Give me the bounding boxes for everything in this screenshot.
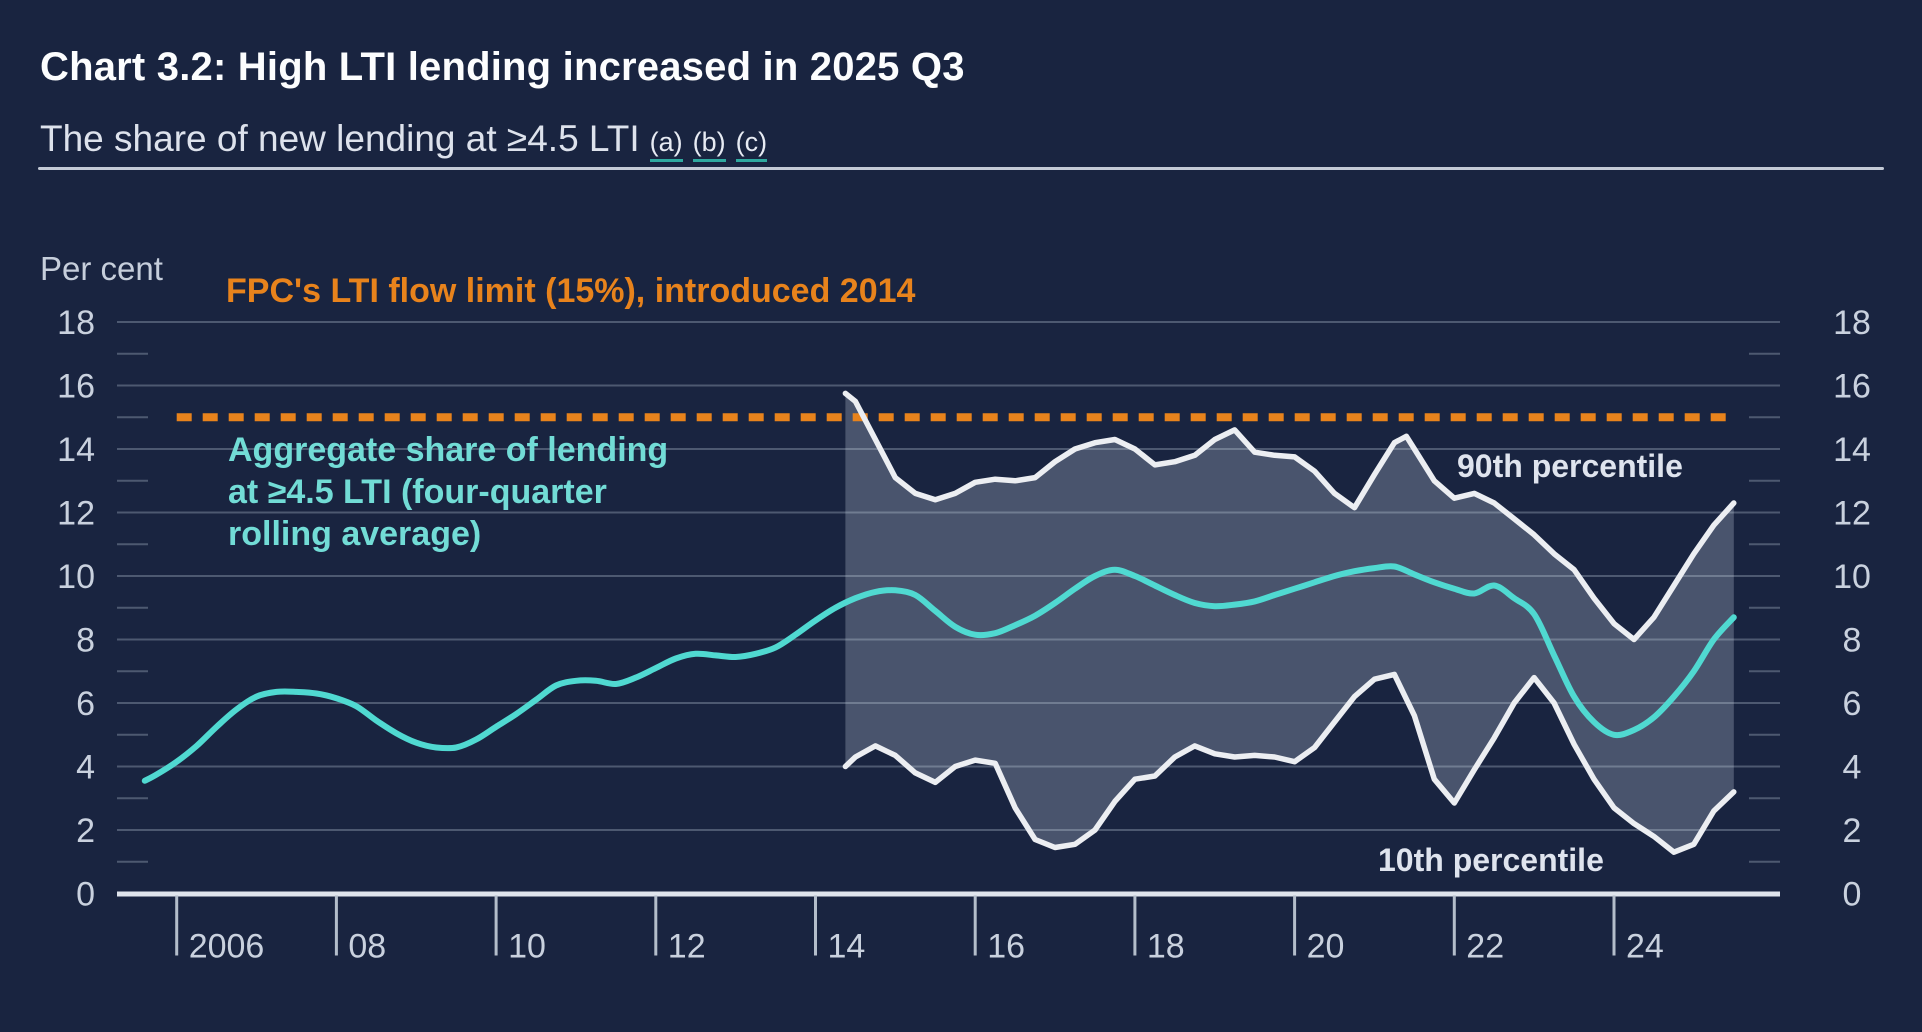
y-axis-unit-label: Per cent — [40, 250, 163, 287]
y-tick-label-right: 14 — [1833, 431, 1871, 469]
x-tick-label: 20 — [1307, 928, 1345, 966]
x-tick-label: 18 — [1147, 928, 1185, 966]
y-tick-label-right: 4 — [1843, 749, 1862, 787]
y-tick-label-left: 12 — [57, 495, 95, 533]
footnote-link-a[interactable]: (a) — [649, 127, 683, 162]
y-tick-label-left: 8 — [76, 622, 95, 660]
footnote-link-c[interactable]: (c) — [735, 127, 768, 162]
x-tick-label: 2006 — [189, 928, 265, 966]
y-tick-label-left: 2 — [76, 812, 95, 850]
x-tick-label: 14 — [828, 928, 866, 966]
footnote-link-b[interactable]: (b) — [692, 127, 726, 162]
y-tick-label-left: 4 — [76, 749, 95, 787]
header-divider — [38, 167, 1884, 170]
y-axis-labels: 0 0 2 2 4 4 6 6 8 8 10 10 12 12 14 14 16 16 18 18 — [57, 304, 1871, 914]
p10-series-label: 10th percentile — [1378, 842, 1604, 878]
x-axis: 2006 08 10 12 14 16 18 20 22 24 — [117, 891, 1780, 966]
x-tick-label: 16 — [987, 928, 1025, 966]
p10-line — [842, 671, 1737, 855]
aggregate-series-label: Aggregate share of lending at ≥4.5 LTI (… — [228, 431, 669, 553]
x-tick-label: 22 — [1466, 928, 1504, 966]
p90-line — [842, 390, 1737, 643]
y-tick-label-left: 10 — [57, 558, 95, 596]
x-tick-label: 08 — [348, 928, 386, 966]
fpc-limit-label: FPC's LTI flow limit (15%), introduced 2… — [226, 272, 916, 310]
y-tick-label-right: 10 — [1833, 558, 1871, 596]
p90-series-label: 90th percentile — [1457, 448, 1683, 484]
aggregate-line — [141, 563, 1737, 784]
y-tick-label-right: 6 — [1843, 685, 1862, 723]
y-tick-label-left: 14 — [57, 431, 95, 469]
y-tick-label-right: 12 — [1833, 495, 1871, 533]
y-tick-label-right: 0 — [1843, 876, 1862, 914]
percentile-band — [845, 393, 1734, 853]
chart-subtitle-row: The share of new lending at ≥4.5 LTI (a) (… — [40, 118, 768, 162]
y-tick-label-left: 6 — [76, 685, 95, 723]
x-tick-label: 24 — [1626, 928, 1664, 966]
x-tick-label: 10 — [508, 928, 546, 966]
y-tick-label-right: 16 — [1833, 368, 1871, 406]
y-tick-label-right: 2 — [1843, 812, 1862, 850]
y-tick-label-right: 8 — [1843, 622, 1862, 660]
x-tick-label: 12 — [668, 928, 706, 966]
chart-subtitle: The share of new lending at ≥4.5 LTI — [40, 118, 640, 159]
gridlines — [117, 321, 1780, 863]
y-tick-label-left: 16 — [57, 368, 95, 406]
y-tick-label-left: 18 — [57, 304, 95, 342]
y-tick-label-right: 18 — [1833, 304, 1871, 342]
chart-title: Chart 3.2: High LTI lending increased in… — [40, 45, 965, 89]
y-tick-label-left: 0 — [76, 876, 95, 914]
